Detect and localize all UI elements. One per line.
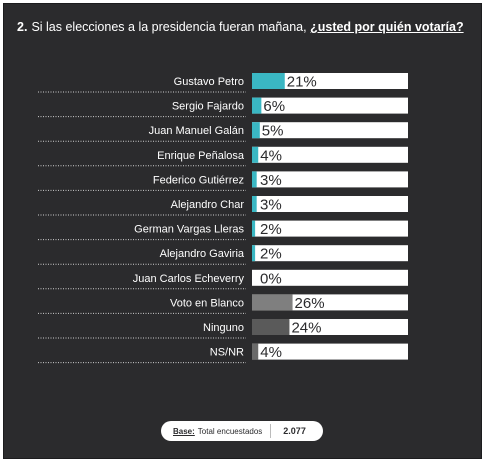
category-label: Gustavo Petro	[174, 76, 244, 88]
bar-row: Gustavo Petro 21%	[38, 73, 408, 93]
bar-value-label: 2%	[260, 221, 282, 238]
bar-row: Federico Gutiérrez 3%	[38, 171, 408, 191]
bar-value-label: 4%	[260, 147, 282, 164]
bar-value-label: 5%	[262, 123, 284, 140]
bar	[252, 171, 257, 188]
bar-value-label: 2%	[260, 246, 282, 263]
bar-row: Alejandro Char 3%	[38, 196, 408, 216]
question-emphasis: ¿usted por quién votaría?	[310, 20, 464, 34]
question-number: 2.	[17, 20, 28, 34]
bar-track	[252, 343, 408, 360]
category-label: Federico Gutiérrez	[153, 174, 244, 186]
bar	[252, 196, 257, 212]
bar-track	[252, 196, 408, 212]
category-label: Alejandro Char	[171, 199, 245, 211]
bar	[252, 122, 260, 139]
bar-track	[252, 269, 408, 286]
bar-track	[252, 73, 408, 89]
bar	[252, 146, 259, 163]
bar-row: Enrique Peñalosa 4%	[38, 146, 408, 167]
category-label: German Vargas Lleras	[134, 224, 244, 236]
bar-value-label: 6%	[263, 98, 285, 115]
bar-value-label: 3%	[260, 197, 282, 214]
category-label: Sergio Fajardo	[172, 101, 244, 113]
bar-value-label: 21%	[287, 74, 317, 91]
category-label: Alejandro Gaviria	[160, 248, 245, 260]
bar	[252, 245, 256, 262]
vote-intention-chart: Gustavo Petro 21% Sergio Fajardo 6% Juan Man…	[38, 73, 408, 364]
bar-track	[252, 146, 408, 163]
question-text: Si las elecciones a la presidencia fuera…	[31, 20, 307, 34]
category-label: NS/NR	[210, 347, 244, 359]
bar	[252, 73, 285, 89]
footer-divider	[270, 424, 272, 438]
bar-track	[252, 122, 408, 139]
bar	[252, 319, 290, 335]
category-label: Ninguno	[203, 322, 244, 334]
base-footer: Base: Total encuestados 2.077	[161, 421, 323, 441]
bar-row: German Vargas Lleras 2%	[38, 220, 408, 241]
category-label: Voto en Blanco	[170, 297, 244, 309]
base-description: Total encuestados	[197, 426, 263, 436]
bar-track	[252, 220, 408, 237]
bar-value-label: 0%	[260, 270, 282, 287]
question-title: 2. Si las elecciones a la presidencia fue…	[17, 20, 477, 34]
bar-track	[252, 245, 408, 262]
bar-row: NS/NR 4%	[38, 343, 408, 364]
base-label: Base:	[173, 426, 195, 436]
bar-value-label: 4%	[260, 344, 282, 361]
category-label: Juan Carlos Echeverry	[133, 273, 245, 285]
bar-row: Alejandro Gaviria 2%	[38, 245, 408, 265]
bar-row: Juan Manuel Galán 5%	[38, 122, 408, 142]
bar-track	[252, 171, 408, 188]
bar-value-label: 24%	[291, 320, 321, 337]
bar-row: Ninguno 24%	[38, 319, 408, 339]
bar-value-label: 26%	[295, 295, 325, 312]
base-value: 2.077	[283, 426, 306, 436]
bar	[252, 220, 256, 237]
bar	[252, 343, 259, 360]
bar	[252, 97, 262, 114]
bar-track	[252, 319, 408, 335]
bar-row: Sergio Fajardo 6%	[38, 97, 408, 118]
category-label: Enrique Peñalosa	[157, 150, 245, 162]
bar-row: Juan Carlos Echeverry 0%	[38, 269, 408, 290]
bar-track	[252, 97, 408, 114]
bar-row: Voto en Blanco 26%	[38, 294, 408, 314]
category-label: Juan Manuel Galán	[149, 125, 244, 137]
bar	[252, 294, 293, 311]
bar-value-label: 3%	[260, 172, 282, 189]
